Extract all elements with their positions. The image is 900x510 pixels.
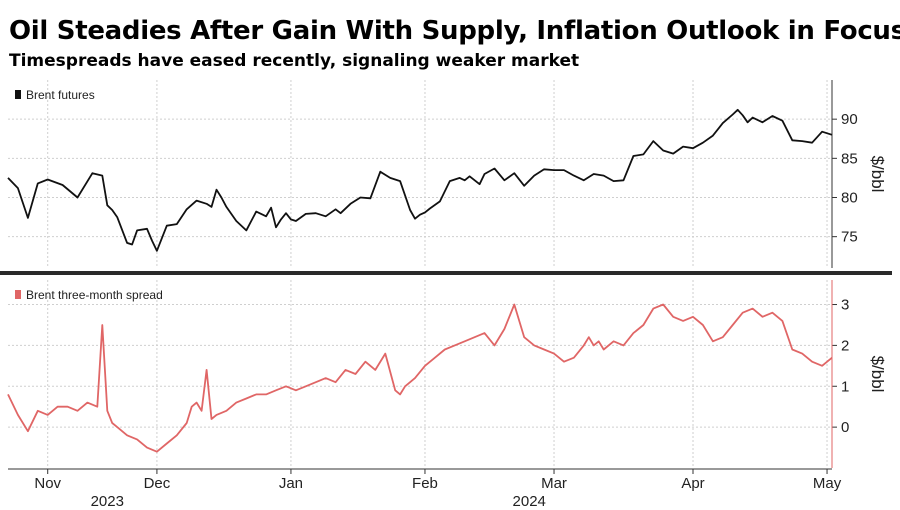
x-year-label: 2024 bbox=[513, 493, 546, 510]
y-tick-label: 85 bbox=[841, 150, 858, 167]
y-axis-label: $/bbl bbox=[868, 356, 887, 393]
y-tick-label: 75 bbox=[841, 229, 858, 246]
chart-title: Oil Steadies After Gain With Supply, Inf… bbox=[9, 16, 900, 46]
x-tick-label: Dec bbox=[144, 475, 171, 492]
y-tick-label: 2 bbox=[841, 337, 849, 354]
panel-separator bbox=[0, 271, 892, 275]
x-tick-label: Feb bbox=[412, 475, 438, 492]
y-tick-label: 3 bbox=[841, 297, 849, 314]
y-tick-label: 90 bbox=[841, 111, 858, 128]
legend-label: Brent futures bbox=[26, 88, 95, 102]
legend-swatch bbox=[15, 290, 21, 299]
chart-subtitle: Timespreads have eased recently, signali… bbox=[9, 51, 580, 71]
x-tick-label: Jan bbox=[279, 475, 303, 492]
y-tick-label: 1 bbox=[841, 378, 849, 395]
x-tick-label: Nov bbox=[34, 475, 61, 492]
brent-spread-line bbox=[7, 303, 833, 453]
y-tick-label: 80 bbox=[841, 190, 858, 207]
legend-swatch bbox=[15, 90, 21, 99]
x-tick-label: Apr bbox=[681, 475, 704, 492]
legend-label: Brent three-month spread bbox=[26, 288, 163, 302]
y-axis-label: $/bbl bbox=[868, 156, 887, 193]
x-year-label: 2023 bbox=[91, 493, 124, 510]
x-tick-label: Mar bbox=[541, 475, 567, 492]
x-tick-label: May bbox=[813, 475, 842, 492]
y-tick-label: 0 bbox=[841, 419, 849, 436]
brent-futures-line bbox=[7, 108, 833, 252]
